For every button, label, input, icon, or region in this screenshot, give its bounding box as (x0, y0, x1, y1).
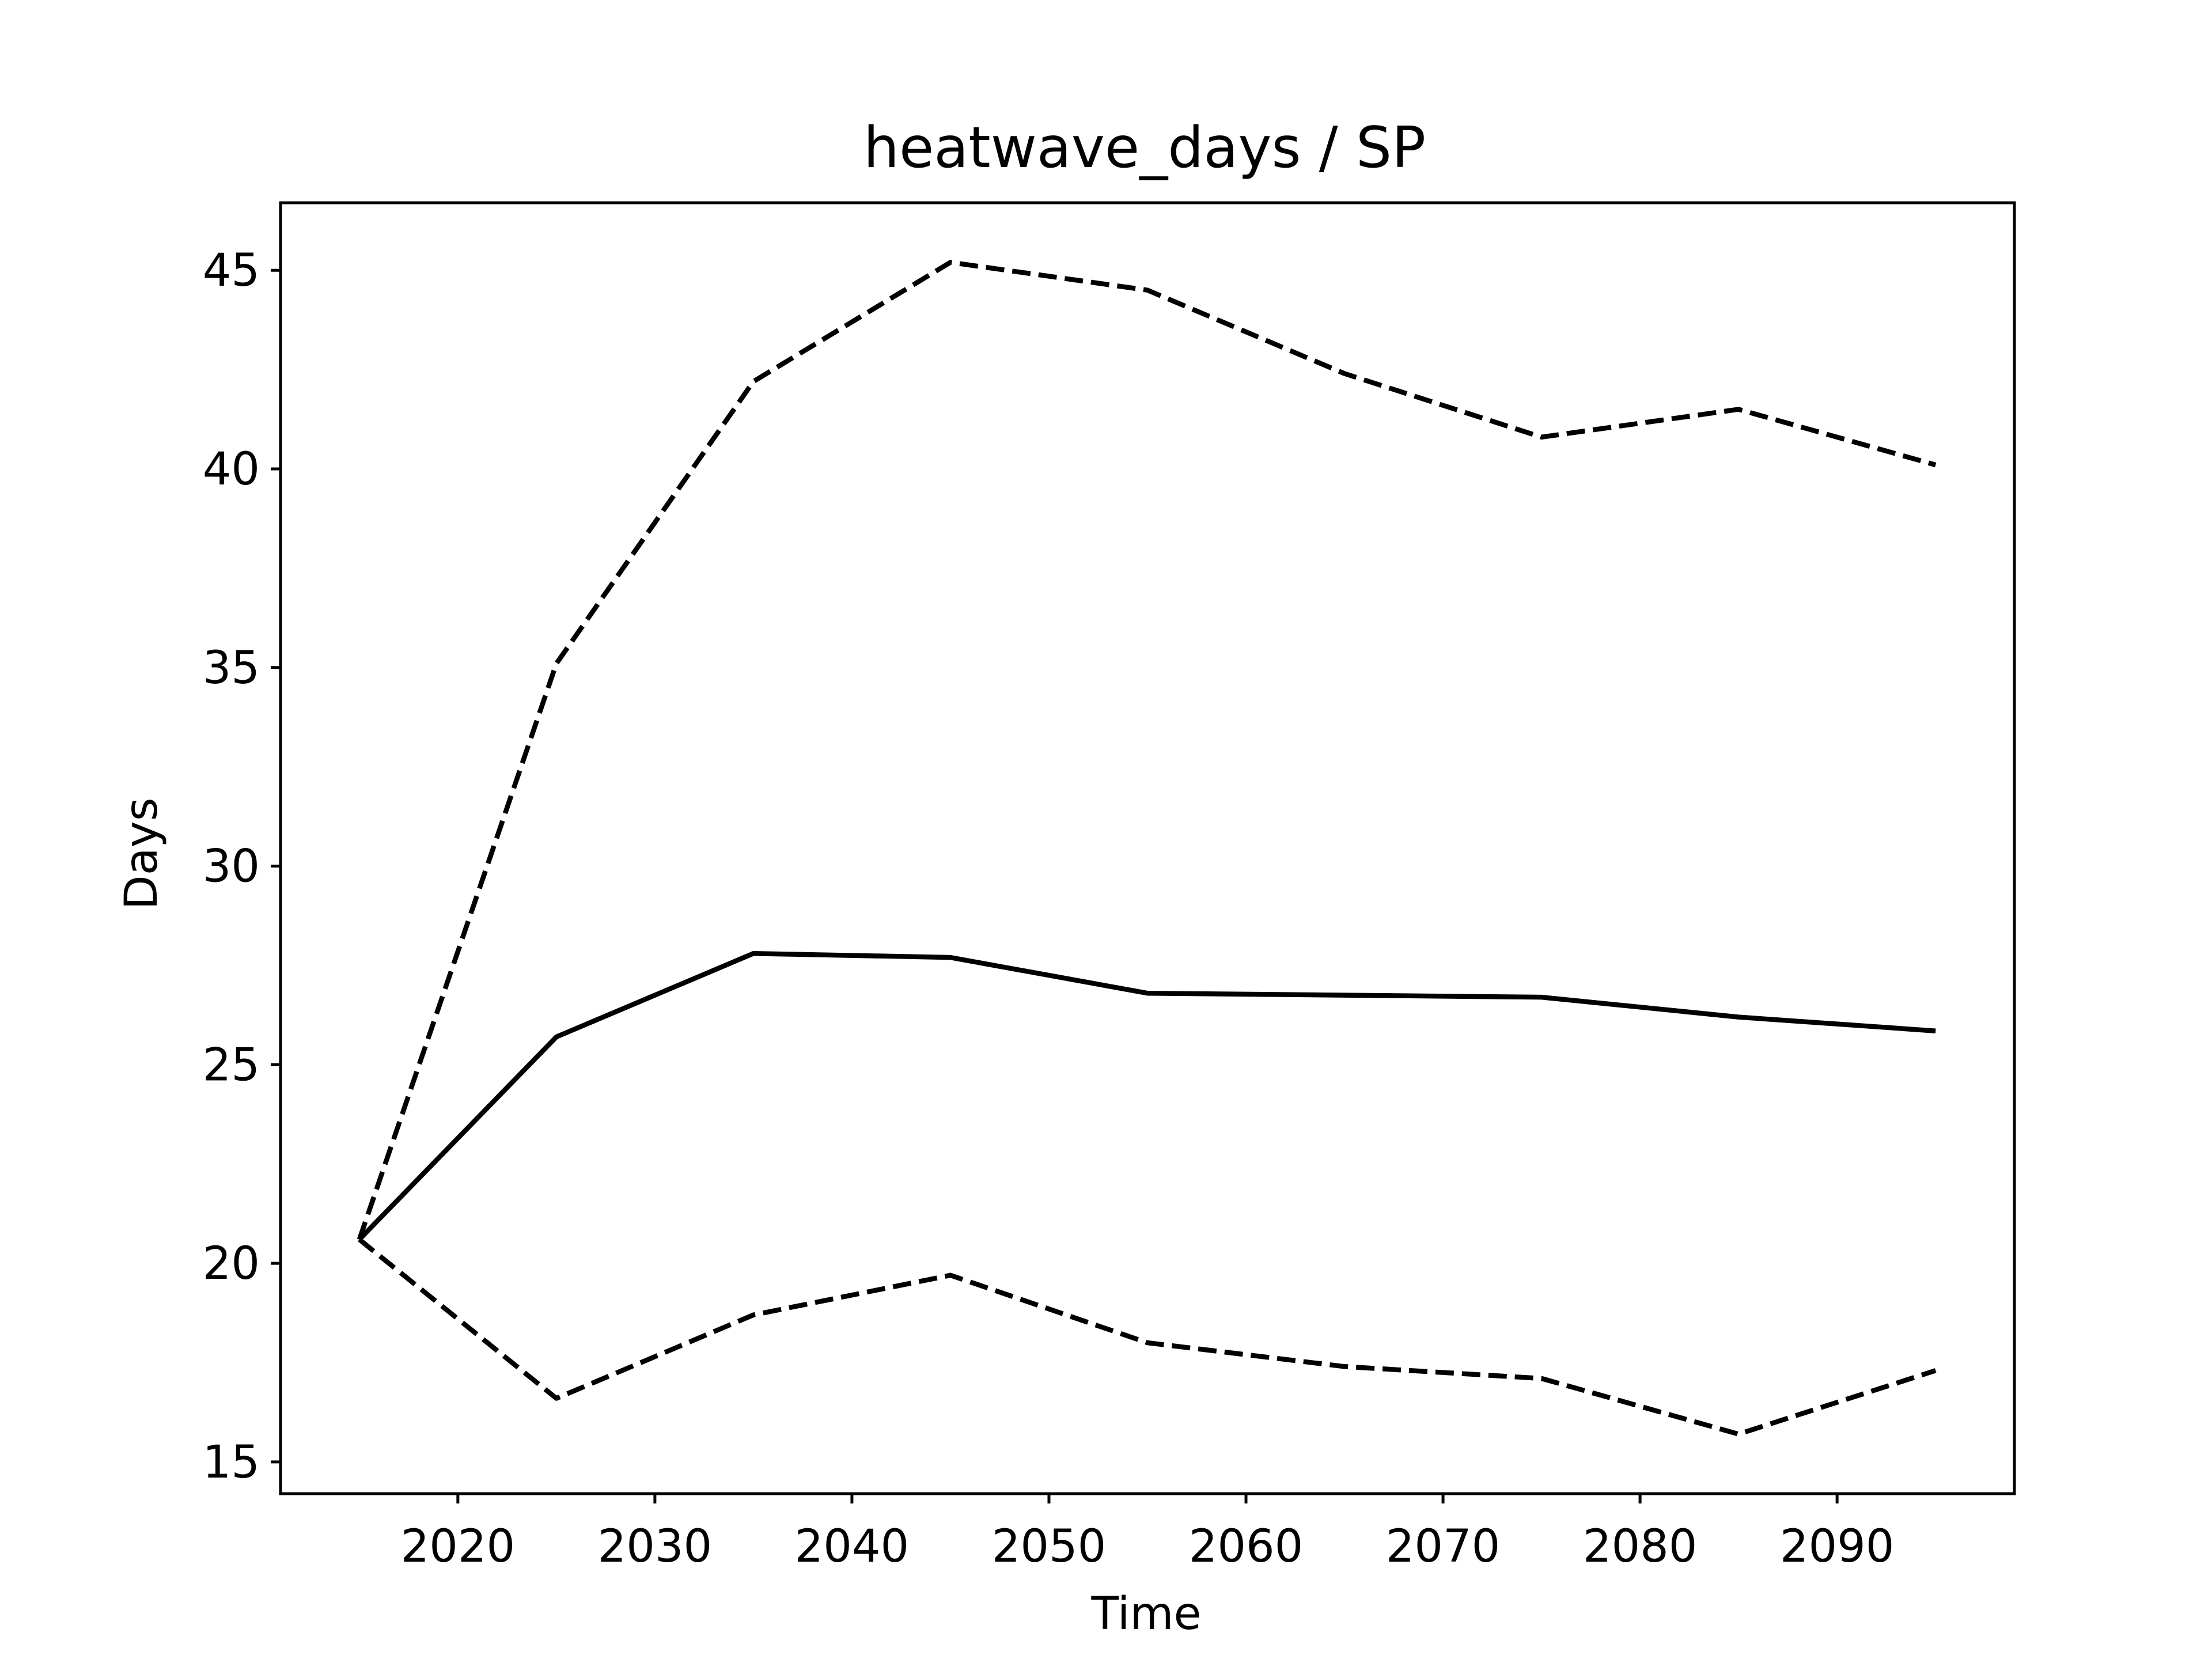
y-tick-label: 45 (203, 245, 260, 297)
series-layer (357, 260, 1937, 1437)
x-tick-label: 2030 (598, 1521, 713, 1573)
x-tick-label: 2060 (1189, 1521, 1304, 1573)
x-tick-label: 2090 (1780, 1521, 1895, 1573)
x-tick-label: 2020 (401, 1521, 516, 1573)
x-tick-label: 2040 (795, 1521, 910, 1573)
y-tick-label: 20 (203, 1238, 260, 1290)
plot-area (279, 201, 2016, 1495)
series-line-2 (357, 260, 1937, 1241)
series-line-1 (357, 950, 1936, 1241)
y-tick-label: 15 (203, 1437, 260, 1488)
y-tick-label: 35 (203, 642, 260, 694)
y-tick-label: 25 (203, 1039, 260, 1091)
y-tick-label: 30 (203, 841, 260, 893)
x-tick-label: 2050 (992, 1521, 1107, 1573)
series-line-3 (358, 1237, 1937, 1437)
x-tick-label: 2070 (1386, 1521, 1501, 1573)
y-axis-label: Days (116, 798, 168, 910)
x-tick-label: 2080 (1583, 1521, 1698, 1573)
chart-title: heatwave_days / SP (863, 115, 1426, 181)
x-axis-label: Time (1091, 1588, 1202, 1640)
x-axis: 2020 2030 2040 2050 2060 2070 2080 2090 (401, 1494, 1895, 1573)
y-tick-label: 40 (203, 444, 260, 495)
y-axis: 15 20 25 30 35 40 45 (203, 245, 281, 1488)
